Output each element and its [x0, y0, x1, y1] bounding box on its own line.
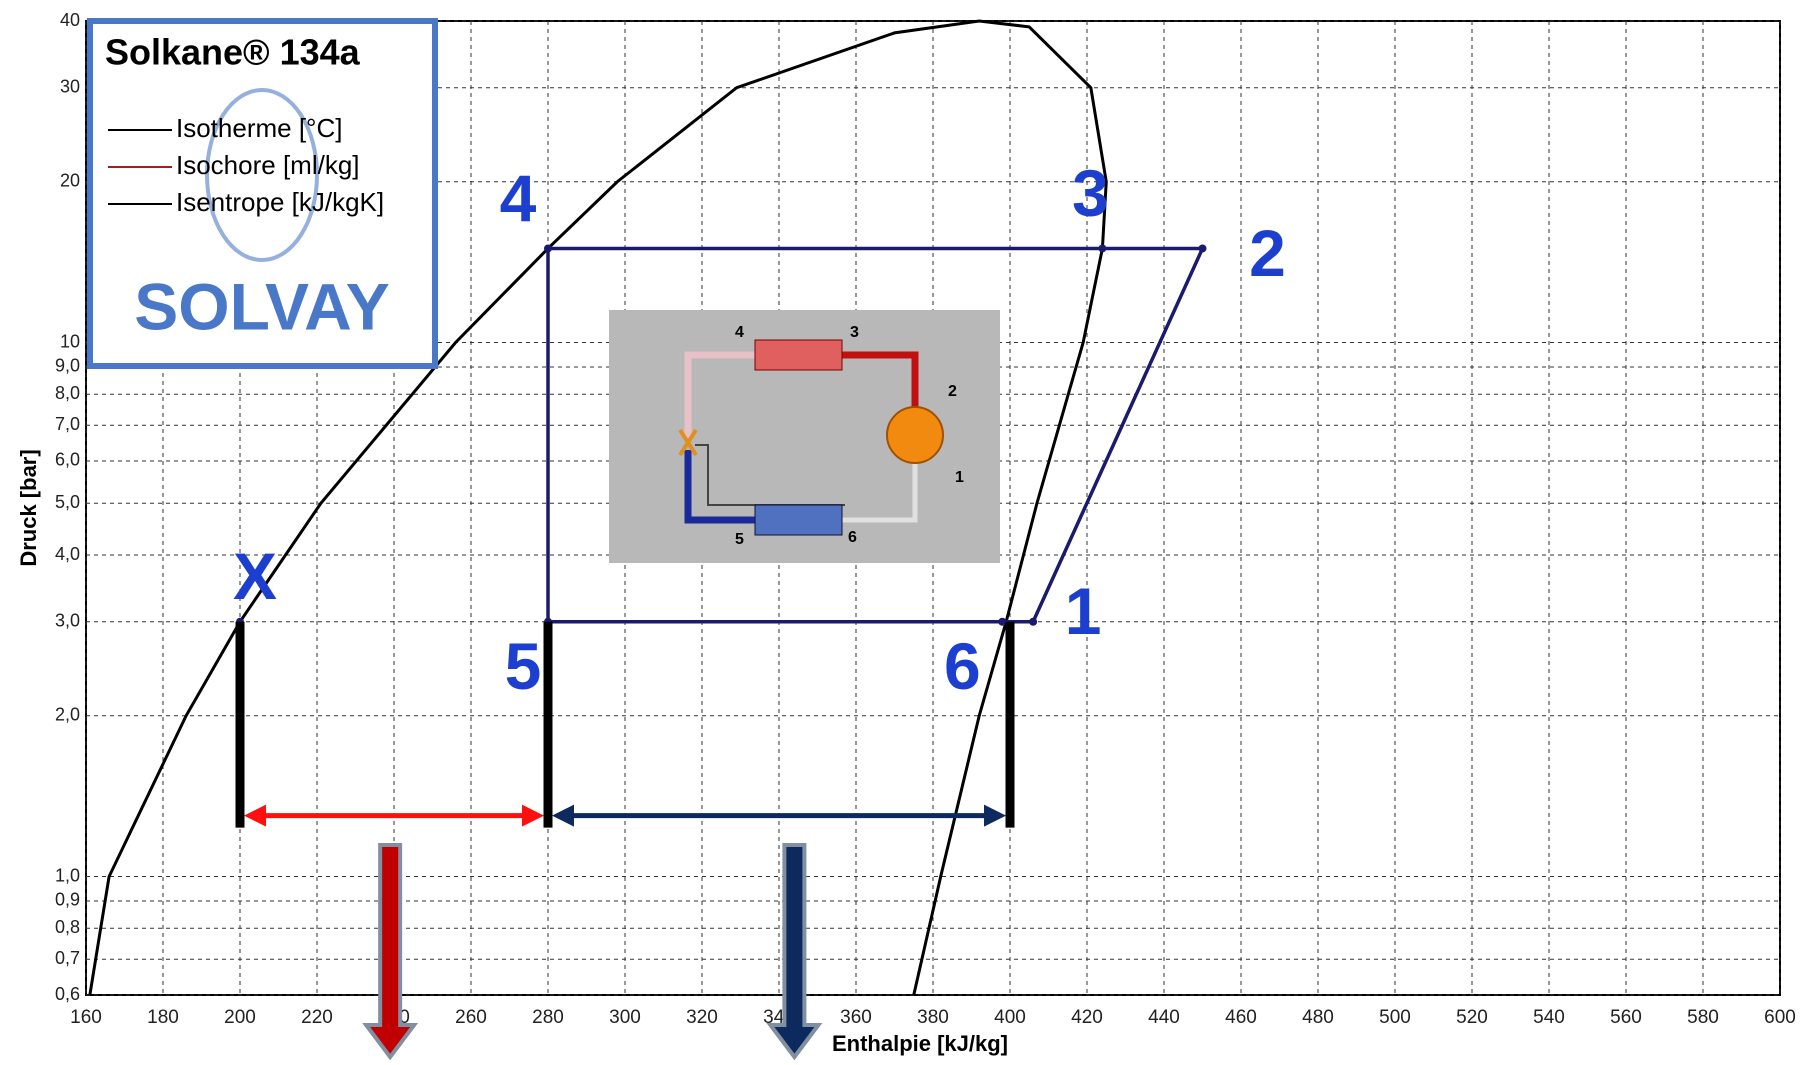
- legend-box: [87, 18, 438, 369]
- x-tick-label: 180: [147, 1007, 179, 1028]
- x-tick-label: 260: [455, 1007, 487, 1028]
- x-tick-label: 220: [301, 1007, 333, 1028]
- valve: [678, 428, 698, 457]
- cycle-point: [1198, 244, 1207, 253]
- x-tick-label: 580: [1687, 1007, 1719, 1028]
- y-tick-label: 7,0: [55, 414, 80, 434]
- cycle-point: [1098, 244, 1107, 253]
- cycle-point: [544, 244, 552, 253]
- x-tick-label: 380: [917, 1007, 949, 1028]
- y-tick-label: 0,9: [55, 890, 80, 910]
- x-tick-label: 200: [224, 1007, 256, 1028]
- y-tick-label: 5,0: [55, 492, 80, 512]
- y-tick-label: 1,0: [55, 865, 80, 885]
- x-tick-label: 480: [1302, 1007, 1334, 1028]
- x-tick-label: 460: [1225, 1007, 1257, 1028]
- legend-label: Isochore [ml/kg]: [176, 150, 360, 180]
- arrow-head: [984, 804, 1006, 827]
- y-tick-label: 40: [60, 10, 80, 30]
- annotations: 1 2 3 4 5 6 X: [233, 156, 1286, 1061]
- condenser: [754, 339, 843, 371]
- schematic-label: 4: [735, 324, 744, 341]
- schematic-label: 2: [948, 383, 957, 400]
- y-tick-label: 8,0: [55, 383, 80, 403]
- legend-title: Solkane® 134a: [105, 32, 361, 73]
- x-tick-label: 280: [532, 1007, 564, 1028]
- x-tick-label: 540: [1533, 1007, 1565, 1028]
- cycle-point: [998, 617, 1007, 626]
- pipe: [842, 458, 918, 523]
- down-arrow: [766, 843, 823, 1061]
- arrow-head: [244, 804, 266, 827]
- pipe: [684, 351, 755, 440]
- x-tick-label: 300: [609, 1007, 641, 1028]
- y-tick-label: 20: [60, 171, 80, 191]
- x-tick-label: 560: [1610, 1007, 1642, 1028]
- point-label: 6: [944, 629, 981, 703]
- legend-label: Isentrope [kJ/kgK]: [176, 187, 384, 217]
- arrow-head: [522, 804, 544, 827]
- legend-label: Isotherme [°C]: [176, 113, 342, 143]
- schematic-label: 1: [955, 469, 964, 486]
- y-tick-label: 0,8: [55, 917, 80, 937]
- schematic-label: 3: [850, 324, 859, 341]
- pipe: [842, 351, 919, 415]
- legend: Solkane® 134a Isotherme [°C] Isochore [ml…: [87, 18, 438, 369]
- logo-emblem: [205, 88, 319, 262]
- point-label: 1: [1065, 574, 1102, 648]
- compressor: [886, 406, 944, 464]
- brand: SOLVAY: [134, 269, 390, 343]
- schematic-label: 6: [848, 529, 857, 546]
- y-tick-label: 2,0: [55, 705, 80, 725]
- x-tick-label: 500: [1379, 1007, 1411, 1028]
- x-tick-label: 420: [1071, 1007, 1103, 1028]
- y-tick-label: 6,0: [55, 450, 80, 470]
- x-tick-label: 400: [994, 1007, 1026, 1028]
- x-tick-label: 440: [1148, 1007, 1180, 1028]
- y-axis-title: Druck [bar]: [16, 449, 41, 566]
- point-label: X: [233, 539, 277, 613]
- schematic-label: 5: [735, 531, 744, 548]
- legend-items: Isotherme [°C] Isochore [ml/kg] Isentrope …: [108, 113, 384, 217]
- x-tick-label: 600: [1764, 1007, 1796, 1028]
- pipe: [684, 450, 755, 524]
- y-tick-label: 0,7: [55, 948, 80, 968]
- point-label: 2: [1249, 216, 1286, 290]
- y-tick-label: 4,0: [55, 544, 80, 564]
- y-tick-label: 3,0: [55, 610, 80, 630]
- cycle-point: [1029, 617, 1038, 626]
- schematic: 1 2 3 4 5 6: [609, 310, 1000, 563]
- y-tick-label: 9,0: [55, 356, 80, 376]
- y-tick-label: 0,6: [55, 984, 80, 1004]
- y-tick-label: 30: [60, 76, 80, 96]
- x-tick-label: 520: [1456, 1007, 1488, 1028]
- x-tick-label: 160: [70, 1007, 102, 1028]
- point-label: 4: [500, 161, 537, 235]
- x-tick-label: 320: [686, 1007, 718, 1028]
- x-tick-label: 360: [840, 1007, 872, 1028]
- x-axis-title: Enthalpie [kJ/kg]: [832, 1031, 1008, 1056]
- series-line: [88, 19, 1108, 996]
- evaporator: [754, 504, 843, 536]
- down-arrow: [362, 843, 419, 1061]
- y-tick-label: 10: [60, 331, 80, 351]
- point-label: 3: [1072, 156, 1109, 230]
- point-label: 5: [505, 629, 542, 703]
- arrow-head: [552, 804, 574, 827]
